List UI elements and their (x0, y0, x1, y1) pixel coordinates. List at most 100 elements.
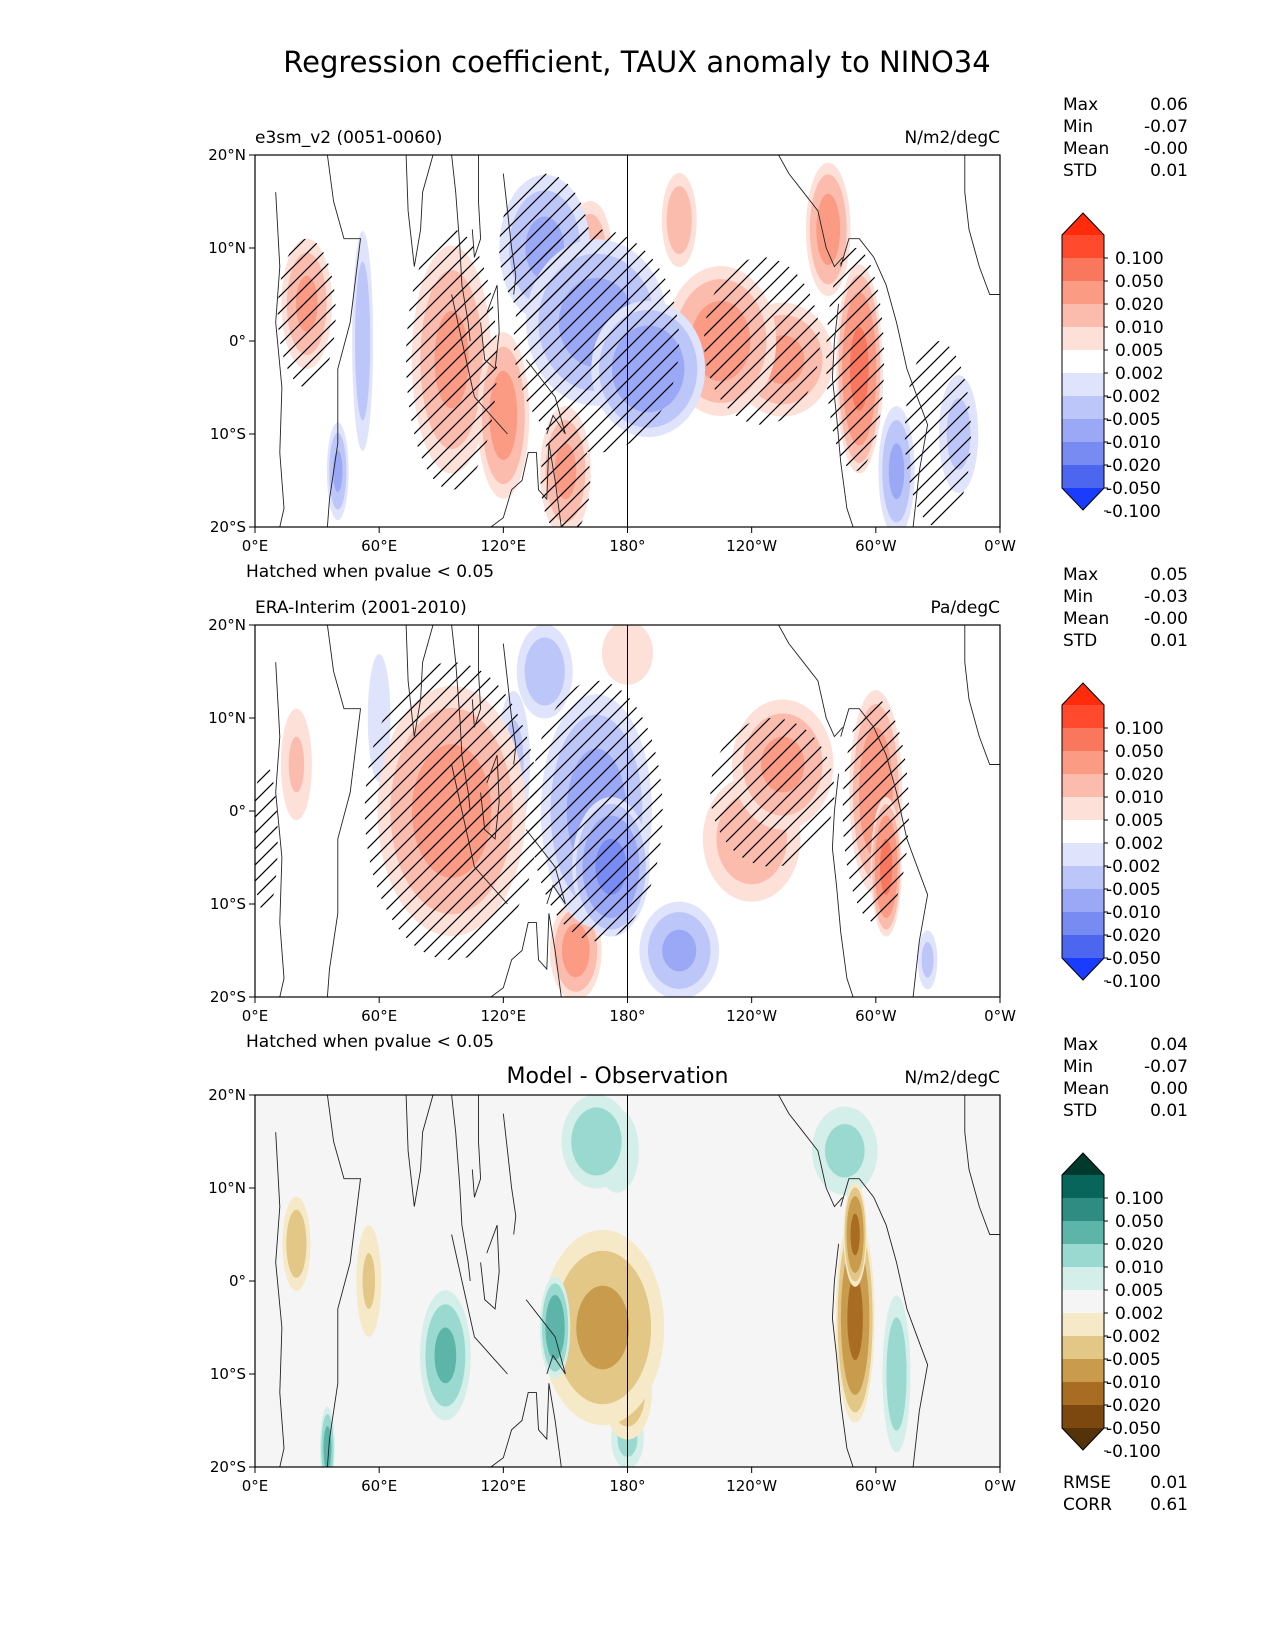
colorbar-segment (1062, 1405, 1104, 1429)
colorbar-segment (1062, 935, 1104, 959)
coastline (840, 238, 929, 527)
colorbar-tick-label: -0.002 (1106, 387, 1161, 407)
coastline (451, 155, 471, 342)
colorbar-tick-label: 0.005 (1115, 811, 1164, 831)
colorbar-tick-label: -0.005 (1106, 1350, 1161, 1370)
y-tick-label: 20°S (210, 518, 246, 536)
contour-blob (847, 1276, 863, 1361)
colorbar-tick-label: 0.100 (1115, 1189, 1164, 1209)
stat-label: Max (1063, 95, 1098, 115)
colorbar-segment (1062, 843, 1104, 867)
colorbar-segment (1062, 1221, 1104, 1245)
figure-title: Regression coefficient, TAUX anomaly to … (283, 45, 990, 79)
colorbar-segment (1062, 1290, 1104, 1314)
colorbar-segment (1062, 327, 1104, 351)
colorbar-tick-label: 0.010 (1115, 318, 1164, 338)
contour-blob (571, 1107, 622, 1176)
colorbar-tick-label: 0.002 (1115, 1304, 1164, 1324)
coastline (831, 1243, 854, 1467)
contour-blob (921, 941, 934, 978)
coastline (778, 1095, 844, 1208)
significance-hatch (826, 248, 885, 472)
colorbar-tick-label: -0.010 (1106, 1373, 1161, 1393)
contour-blob (323, 1426, 332, 1467)
colorbar: 0.100 0.050 0.020 0.010 0.005 0.002 -0.002 -0.0… (1061, 1152, 1164, 1462)
stat-label: STD (1063, 631, 1097, 651)
colorbar-segment (1062, 1382, 1104, 1406)
significance-hatch (364, 662, 539, 960)
coastline (405, 155, 434, 267)
contour-blob (850, 1213, 860, 1256)
colorbar-tick-label: 0.010 (1115, 1258, 1164, 1278)
panels: e3sm_v2 (0051-0060) N/m2/degC 0°E 60°E 120°E… (208, 95, 1188, 1515)
x-tick-label: 60°E (361, 1007, 397, 1025)
x-tick-label: 120°W (726, 1007, 777, 1025)
significance-hatch (904, 341, 972, 527)
contour-blob (362, 1253, 376, 1309)
coastline (405, 1095, 434, 1207)
x-tick-label: 120°E (481, 1007, 527, 1025)
x-tick-label: 0°E (242, 1007, 269, 1025)
colorbar-segment (1062, 304, 1104, 328)
coastline (525, 1299, 566, 1375)
stat-label: Max (1063, 565, 1098, 585)
x-tick-label: 60°E (361, 1477, 397, 1495)
coastline (451, 764, 475, 867)
y-tick-label: 20°N (208, 146, 246, 164)
stat-label: Mean (1063, 139, 1109, 159)
colorbar-segment (1062, 396, 1104, 420)
coastline (405, 625, 434, 737)
x-tick-label: 0°E (242, 1477, 269, 1495)
x-tick-label: 0°W (984, 537, 1016, 555)
colorbar-segment (1062, 912, 1104, 936)
coastline (831, 303, 854, 527)
panel-difference: N/m2/degC Model - Observation 0°E 60°E 120°E… (208, 1035, 1188, 1515)
colorbar-tick-label: -0.100 (1106, 502, 1161, 522)
colorbar-tick-label: 0.100 (1115, 719, 1164, 739)
stat-value: -0.03 (1144, 587, 1188, 607)
colorbar-tick-label: 0.100 (1115, 249, 1164, 269)
colorbar-segment (1062, 705, 1104, 729)
coastline (831, 773, 854, 997)
contour-blob (286, 1209, 307, 1278)
colorbar-segment (1062, 350, 1104, 374)
stat-value: -0.00 (1144, 609, 1188, 629)
colorbar: 0.100 0.050 0.020 0.010 0.005 0.002 -0.002 -0.0… (1061, 212, 1164, 522)
colorbar-segment (1062, 728, 1104, 752)
coastline (451, 1095, 471, 1282)
y-tick-label: 0° (229, 802, 246, 820)
x-tick-label: 60°W (855, 1007, 897, 1025)
x-tick-label: 0°W (984, 1477, 1016, 1495)
stat-label: Min (1063, 1057, 1093, 1077)
x-tick-label: 120°W (726, 537, 777, 555)
panel-units: N/m2/degC (905, 1068, 1000, 1088)
stat-value: 0.01 (1150, 1101, 1188, 1121)
hatch-note: Hatched when pvalue < 0.05 (246, 562, 494, 582)
colorbar-tick-label: -0.010 (1106, 433, 1161, 453)
colorbar-segment (1062, 797, 1104, 821)
coastline (471, 625, 482, 728)
colorbar-segment (1062, 1244, 1104, 1268)
panel-title-left: ERA-Interim (2001-2010) (255, 598, 467, 618)
colorbar-tick-label: 0.050 (1115, 1212, 1164, 1232)
contour-blob (524, 637, 565, 706)
colorbar-tick-label: -0.020 (1106, 456, 1161, 476)
stat-label: STD (1063, 161, 1097, 181)
contour-blob (333, 450, 343, 493)
stat-label: STD (1063, 1101, 1097, 1121)
colorbar-tick-label: -0.100 (1106, 1442, 1161, 1462)
coastline (964, 155, 1000, 295)
colorbar-tick-label: -0.050 (1106, 1419, 1161, 1439)
colorbar-tick-label: 0.020 (1115, 295, 1164, 315)
contour-blob (666, 186, 692, 255)
coastline (840, 1178, 929, 1467)
contour-blob (824, 1124, 865, 1178)
colorbar-segment (1062, 774, 1104, 798)
coastline (480, 285, 500, 370)
x-tick-label: 0°W (984, 1007, 1016, 1025)
colorbar-segment (1062, 373, 1104, 397)
stat-value: 0.05 (1150, 565, 1188, 585)
x-tick-label: 0°E (242, 537, 269, 555)
coastline (490, 1383, 562, 1467)
